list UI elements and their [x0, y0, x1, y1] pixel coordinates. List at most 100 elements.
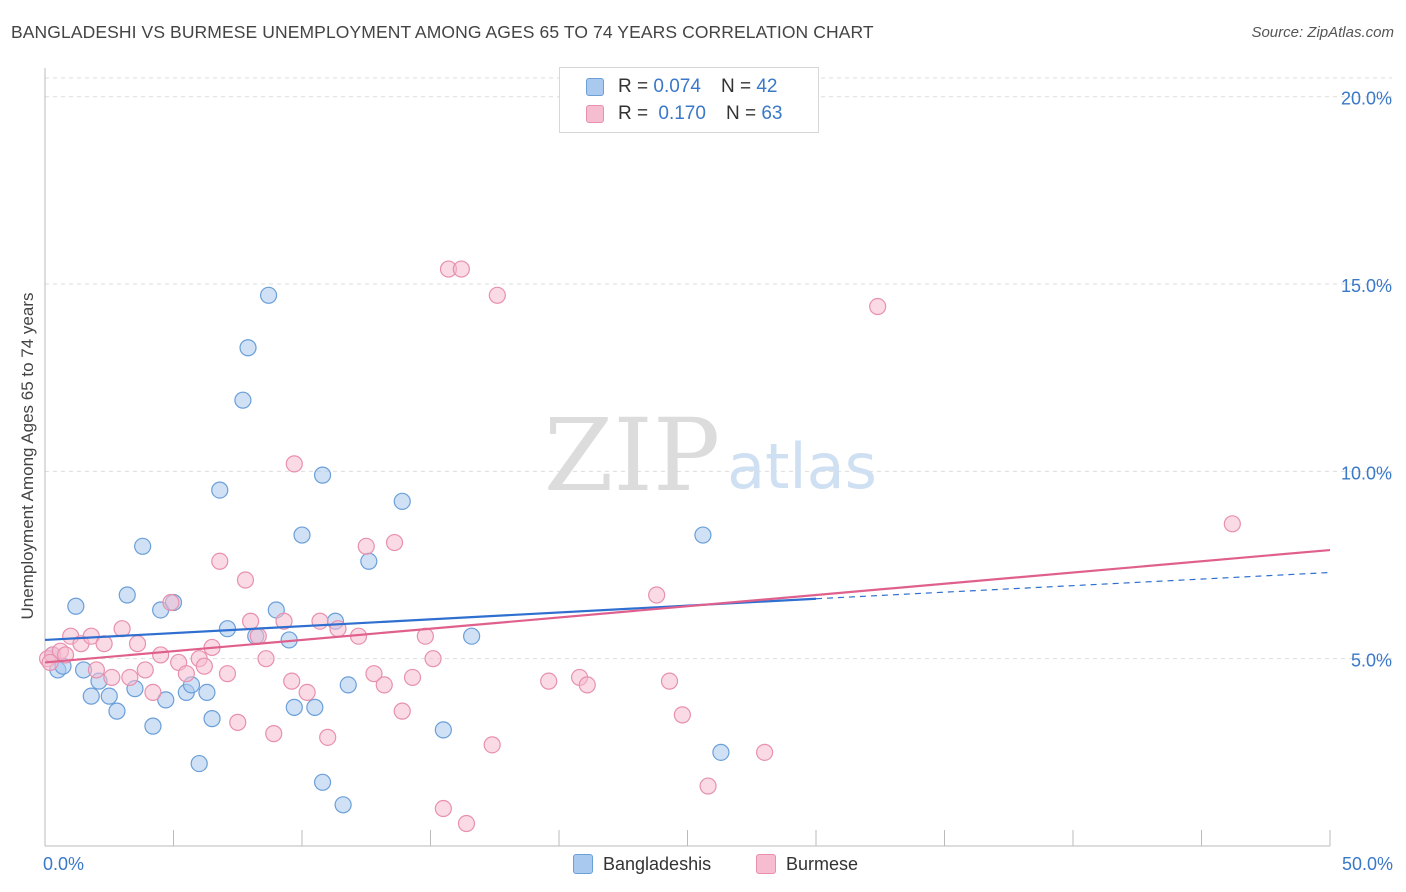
watermark-atlas: atlas	[727, 430, 877, 503]
points-layer	[38, 260, 1241, 833]
x-tick-label: 0.0%	[43, 854, 84, 874]
data-point	[434, 721, 452, 739]
legend-swatch-blue	[586, 78, 604, 96]
correlation-legend: R = 0.074 N = 42 R = 0.170 N = 63	[559, 67, 819, 133]
tick-labels: 5.0% 10.0% 15.0% 20.0% 0.0% 50.0%	[43, 89, 1393, 874]
data-point	[144, 683, 162, 702]
legend-n-value: 63	[761, 103, 783, 124]
legend-swatch-pink	[586, 105, 604, 123]
data-point	[285, 455, 303, 473]
y-tick-label: 15.0%	[1341, 276, 1392, 296]
data-point	[319, 728, 337, 746]
data-point	[203, 710, 221, 728]
trend-line-bangladeshis-extension	[815, 571, 1331, 600]
trend-layer	[44, 548, 1331, 664]
data-point	[177, 665, 195, 683]
data-point	[134, 537, 152, 555]
data-point	[434, 799, 452, 818]
bottom-legend-swatch-pink	[756, 854, 776, 874]
data-point	[108, 702, 126, 720]
data-point	[211, 481, 229, 499]
data-point	[313, 773, 332, 791]
data-point	[313, 466, 332, 484]
legend-row-bangladeshis: R = 0.074 N = 42	[586, 76, 777, 98]
data-point	[360, 552, 378, 570]
data-point	[298, 683, 316, 702]
data-point	[311, 612, 329, 630]
data-point	[457, 814, 476, 833]
data-point	[198, 683, 216, 702]
y-tick-label: 5.0%	[1351, 651, 1392, 671]
data-point	[755, 743, 774, 761]
legend-n-label: N =	[720, 76, 752, 97]
data-point	[660, 672, 679, 690]
axis-layer	[44, 68, 1331, 847]
y-tick-label: 10.0%	[1341, 463, 1392, 483]
data-point	[144, 717, 162, 735]
legend-r-label: R =	[618, 76, 649, 97]
data-point	[393, 492, 411, 510]
data-point	[293, 526, 311, 544]
data-point	[357, 537, 375, 555]
data-point	[162, 593, 180, 612]
legend-n-value: 42	[756, 76, 778, 97]
data-point	[259, 286, 278, 304]
data-point	[242, 612, 260, 630]
data-point	[712, 743, 730, 761]
data-point	[113, 620, 131, 638]
data-point	[275, 612, 293, 630]
trend-line-burmese	[44, 548, 1331, 664]
chart-title: BANGLADESHI VS BURMESE UNEMPLOYMENT AMON…	[11, 22, 874, 42]
legend-r-value: 0.074	[653, 76, 701, 97]
data-point	[234, 391, 252, 409]
data-point	[869, 297, 887, 316]
data-point	[578, 676, 596, 694]
data-point	[157, 691, 175, 709]
data-point	[694, 526, 712, 544]
data-point	[334, 796, 352, 814]
data-point	[152, 646, 170, 664]
data-point	[285, 698, 303, 716]
data-point	[211, 552, 229, 570]
data-point	[540, 672, 558, 690]
legend-row-burmese: R = 0.170 N = 63	[586, 103, 782, 125]
data-point	[82, 687, 100, 705]
data-point	[136, 661, 154, 679]
data-point	[673, 706, 691, 724]
data-point	[452, 260, 470, 278]
source-label: Source: ZipAtlas.com	[1251, 24, 1394, 41]
bottom-legend-swatch-blue	[573, 854, 593, 874]
data-point	[306, 698, 324, 716]
legend-r-value: 0.170	[658, 103, 706, 124]
data-point	[1223, 515, 1241, 533]
data-point	[103, 668, 121, 687]
data-point	[699, 777, 717, 795]
data-point	[56, 646, 75, 664]
data-point	[121, 668, 139, 687]
data-point	[483, 736, 501, 754]
data-point	[218, 620, 237, 638]
data-point	[257, 650, 275, 668]
data-point	[393, 702, 411, 720]
data-point	[365, 665, 383, 683]
data-point	[229, 713, 247, 731]
bottom-legend-label: Bangladeshis	[603, 853, 712, 874]
watermark: ZIP atlas	[544, 397, 877, 514]
data-point	[385, 533, 404, 552]
data-point	[128, 635, 147, 653]
data-point	[100, 687, 118, 705]
data-point	[239, 339, 257, 357]
data-point	[424, 650, 442, 668]
legend-r-label: R =	[618, 103, 649, 124]
legend-n-label: N =	[725, 103, 757, 124]
data-point	[118, 586, 136, 604]
data-point	[249, 627, 267, 645]
data-point	[67, 597, 85, 615]
y-axis-label: Unemployment Among Ages 65 to 74 years	[18, 292, 37, 620]
data-point	[190, 754, 208, 773]
y-tick-label: 20.0%	[1341, 89, 1392, 109]
bottom-legend-label: Burmese	[786, 853, 859, 874]
x-tick-label: 50.0%	[1342, 854, 1393, 874]
data-point	[339, 676, 357, 694]
data-point	[403, 668, 422, 687]
